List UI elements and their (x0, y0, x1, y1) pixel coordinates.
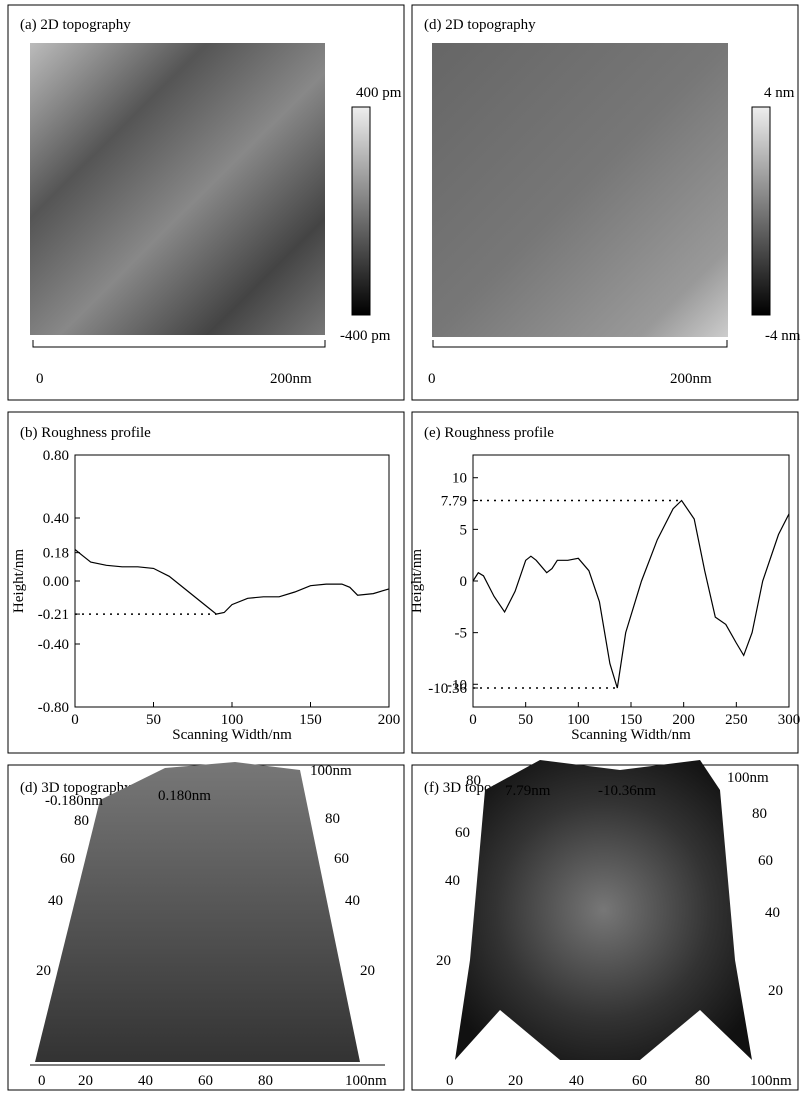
y-tick-label: 0 (460, 574, 468, 590)
y-tick-label: 0.80 (43, 448, 69, 464)
surface-3d (35, 762, 360, 1062)
axis-label: 60 (758, 853, 773, 869)
axis-label: 20 (508, 1073, 523, 1089)
x-axis-label: Scanning Width/nm (571, 727, 691, 743)
y-tick-label: 10 (452, 471, 467, 487)
axis-label: 20 (768, 983, 783, 999)
x-axis-label: Scanning Width/nm (172, 727, 292, 743)
x-tick-label: 250 (725, 712, 748, 728)
scale-end: 200nm (670, 371, 712, 387)
panel-frame (411, 4, 799, 401)
panel-title: (d) 2D topography (424, 17, 536, 33)
colorbar (351, 106, 371, 316)
chart-title: (e) Roughness profile (424, 425, 554, 441)
axis-label: 60 (60, 851, 75, 867)
axis-label: 40 (48, 893, 63, 909)
axis-label: 80 (325, 811, 340, 827)
scale-start: 0 (428, 371, 436, 387)
axis-label: 100nm (345, 1073, 387, 1089)
y-axis-label: Height/nm (409, 549, 425, 613)
axis-label: 20 (436, 953, 451, 969)
x-tick-label: 200 (378, 712, 401, 728)
y-tick-label: 5 (460, 522, 468, 538)
annotation: -0.180nm (45, 793, 103, 809)
panel-title: (d) 3D topography (20, 780, 132, 796)
x-tick-label: 0 (469, 712, 477, 728)
x-tick-label: 150 (299, 712, 322, 728)
colorbar-min: -400 pm (340, 328, 391, 344)
y-tick-label: -0.80 (38, 700, 69, 716)
x-tick-label: 50 (146, 712, 161, 728)
axis-label: 40 (445, 873, 460, 889)
y-axis-label: Height/nm (11, 549, 27, 613)
panel-frame (7, 411, 405, 754)
y-tick-label: -5 (455, 626, 468, 642)
scale-bar (432, 340, 728, 348)
axis-label: 60 (632, 1073, 647, 1089)
scale-start: 0 (36, 371, 44, 387)
axis-label: 0 (38, 1073, 46, 1089)
axis-label: 0 (446, 1073, 454, 1089)
axis-label: 40 (345, 893, 360, 909)
y-tick-label: -0.40 (38, 637, 69, 653)
axis-label: 60 (455, 825, 470, 841)
axis-label: 80 (74, 813, 89, 829)
y-tick-label: -10 (447, 677, 467, 693)
x-tick-label: 300 (778, 712, 801, 728)
axis-label: 20 (78, 1073, 93, 1089)
axis-label: 100nm (727, 770, 769, 786)
y-tick-label: -0.21 (38, 607, 69, 623)
x-tick-label: 0 (71, 712, 79, 728)
axis-label: 40 (569, 1073, 584, 1089)
chart-title: (b) Roughness profile (20, 425, 151, 441)
axis-label: 80 (466, 773, 481, 789)
afm-image (432, 43, 728, 337)
scale-end: 200nm (270, 371, 312, 387)
x-tick-label: 200 (672, 712, 695, 728)
x-tick-label: 100 (221, 712, 244, 728)
axis-label: 100nm (750, 1073, 792, 1089)
axis-label: 80 (752, 806, 767, 822)
x-tick-label: 100 (567, 712, 590, 728)
annotation: -10.36nm (598, 783, 656, 799)
colorbar-max: 4 nm (764, 85, 795, 101)
colorbar-min: -4 nm (765, 328, 801, 344)
axis-label: 40 (138, 1073, 153, 1089)
panel-title: (a) 2D topography (20, 17, 131, 33)
axis-label: 60 (334, 851, 349, 867)
colorbar (751, 106, 771, 316)
afm-image (30, 43, 325, 335)
axis-label: 60 (198, 1073, 213, 1089)
surface-3d (455, 760, 752, 1060)
scale-bar (32, 340, 326, 348)
x-tick-label: 50 (518, 712, 533, 728)
line-series (472, 499, 790, 689)
axis-label: 80 (258, 1073, 273, 1089)
axis-label: 80 (695, 1073, 710, 1089)
panel-frame (411, 764, 799, 1091)
panel-frame (7, 4, 405, 401)
line-series (74, 549, 390, 615)
y-tick-label: 7.79 (441, 494, 467, 510)
plot-frame (74, 454, 390, 708)
y-tick-label: 0.18 (43, 546, 69, 562)
axis-label: 20 (360, 963, 375, 979)
y-tick-label: 0.40 (43, 511, 69, 527)
panel-frame (411, 411, 799, 754)
axis-label: 20 (36, 963, 51, 979)
axis-label: 100nm (310, 763, 352, 779)
plot-frame (472, 454, 790, 708)
annotation: 7.79nm (505, 783, 551, 799)
y-tick-label: 0.00 (43, 574, 69, 590)
x-tick-label: 150 (620, 712, 643, 728)
axis-label: 40 (765, 905, 780, 921)
annotation: 0.180nm (158, 788, 211, 804)
y-tick-label: -10.36 (428, 681, 467, 697)
colorbar-max: 400 pm (356, 85, 402, 101)
